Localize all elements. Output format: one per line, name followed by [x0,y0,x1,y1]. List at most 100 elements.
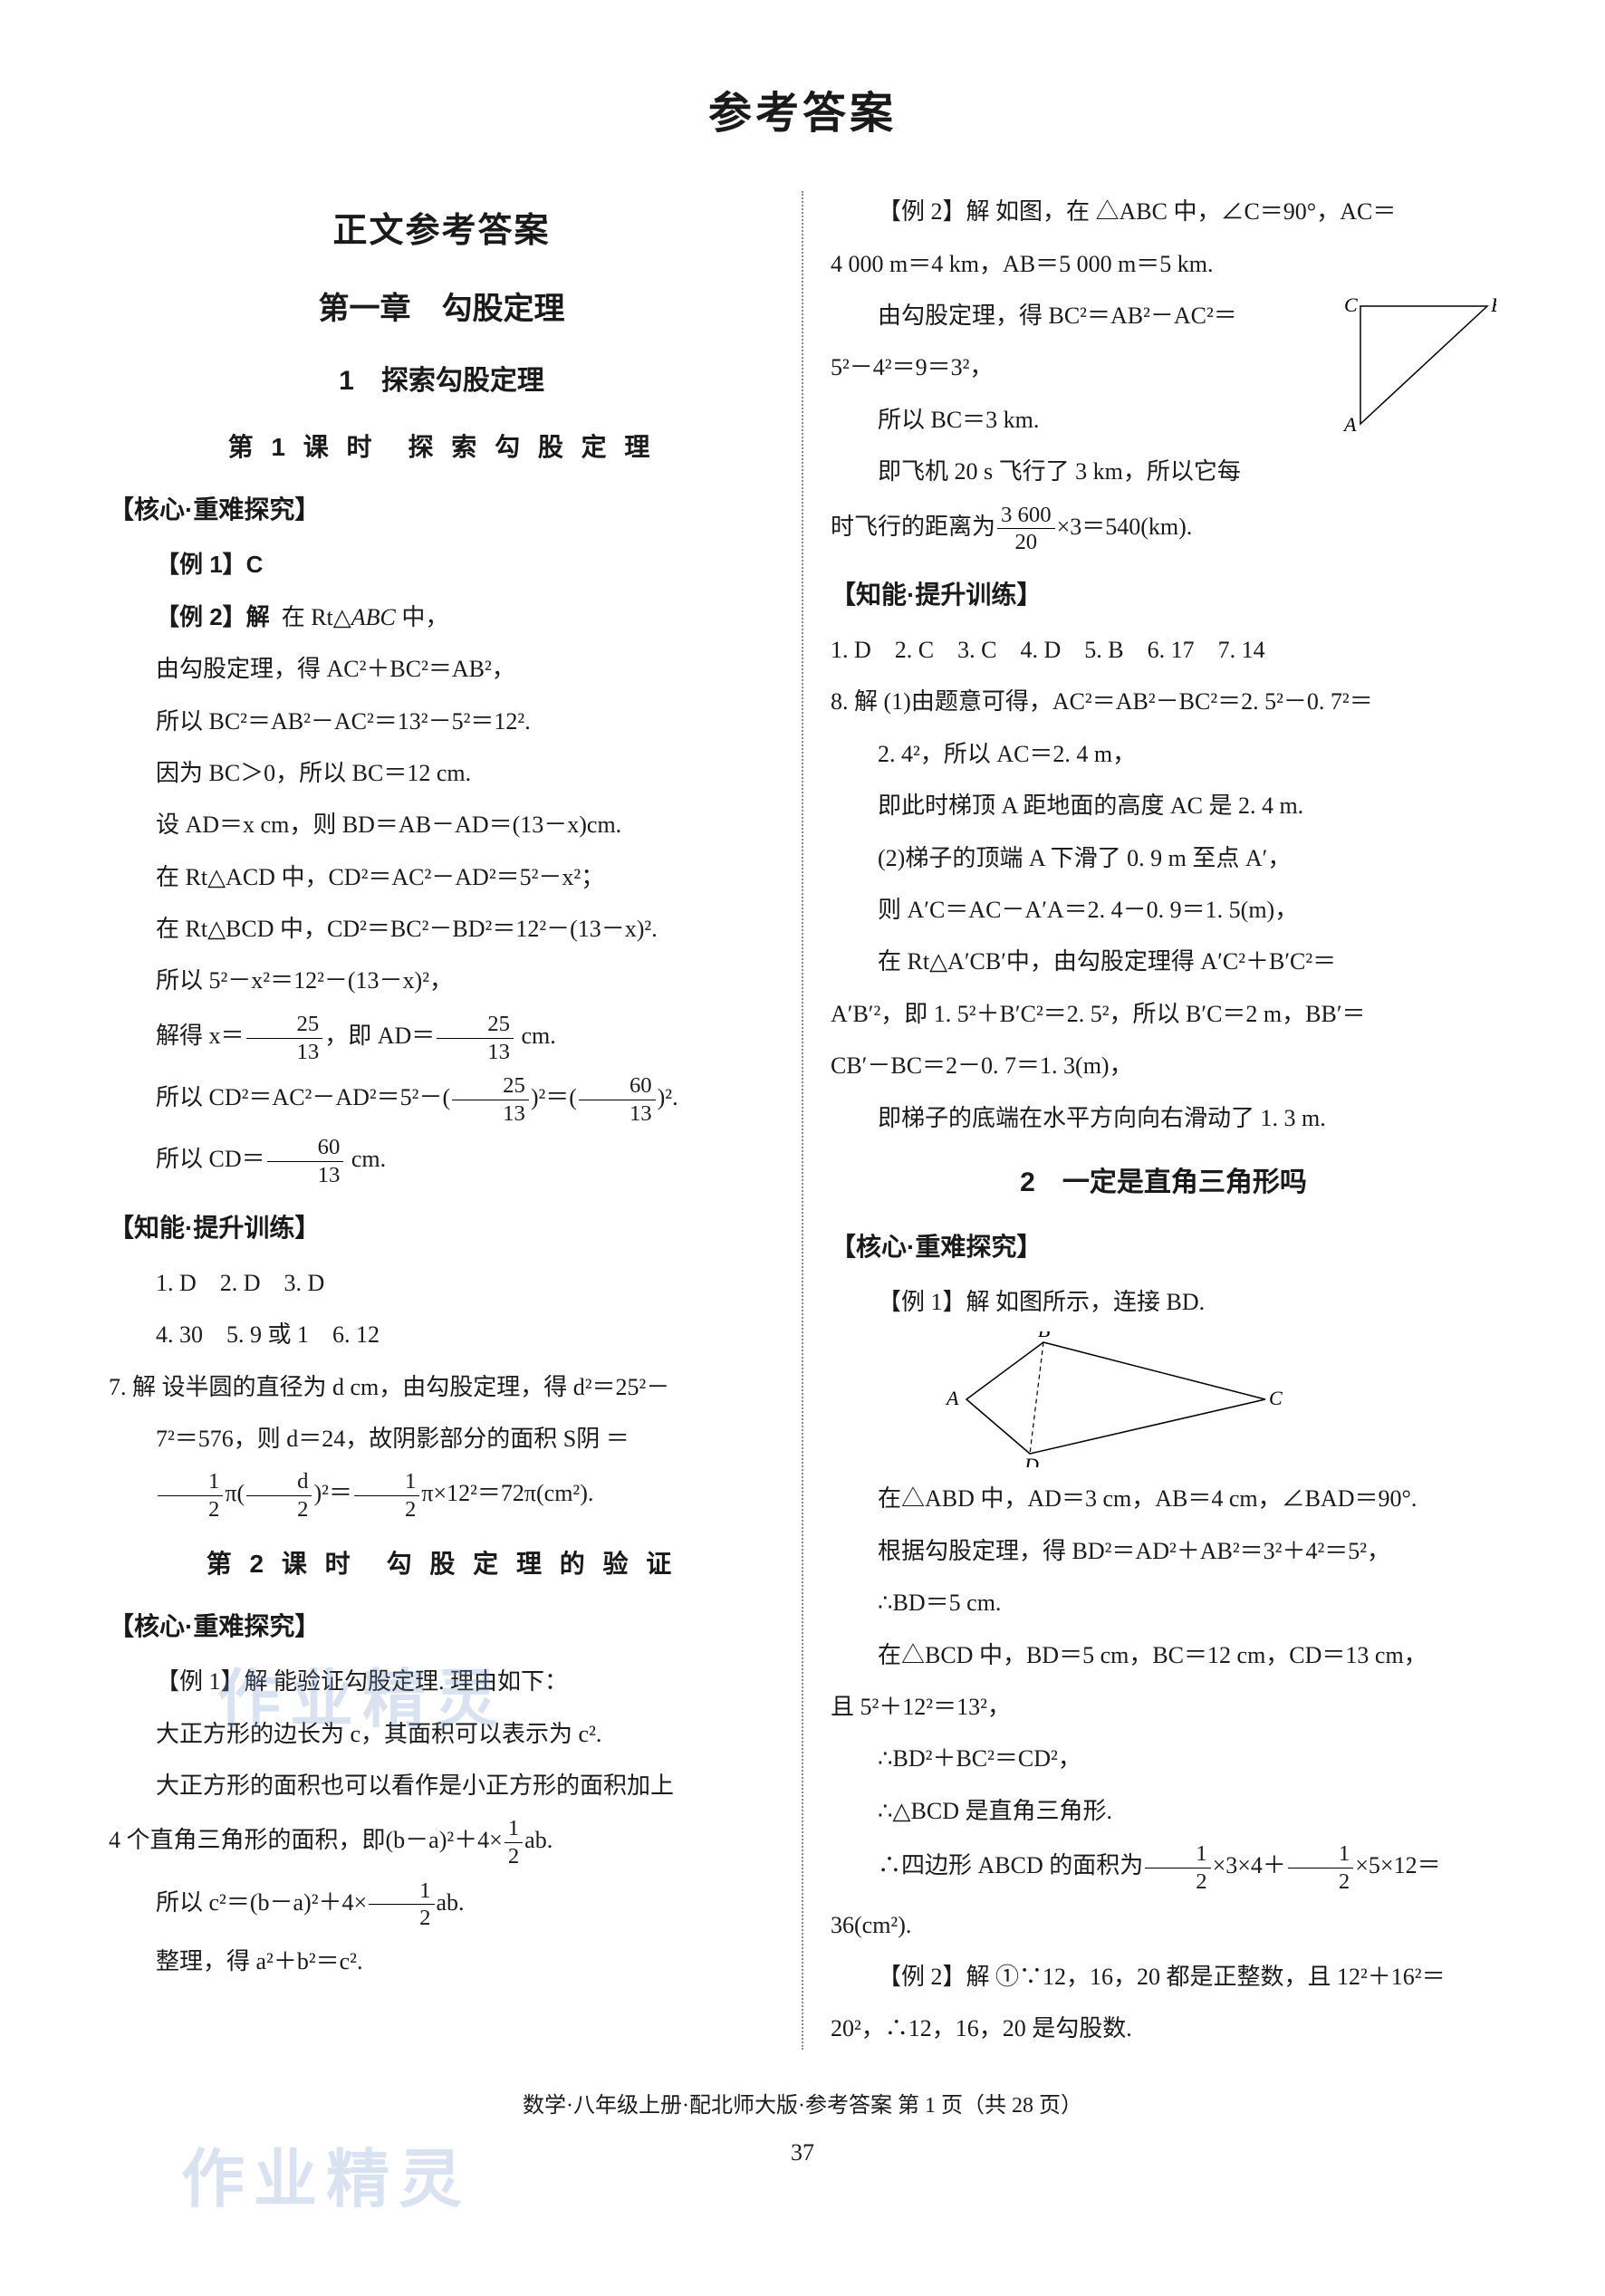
fraction: 12 [354,1468,419,1523]
text: )²＝( [531,1084,577,1110]
text: π×12²＝72π(cm²). [421,1481,593,1507]
fraction: 12 [1145,1840,1210,1895]
s2-ex2-line: 【例 2】解 ①∵12，16，20 都是正整数，且 12²＋16²＝ [831,1955,1496,1999]
answers-row: 1. D 2. C 3. C 4. D 5. B 6. 17 7. 14 [831,628,1496,672]
l2-ex1-line: 【例 1】解 能验证勾股定理. 理由如下： [109,1659,774,1704]
svg-text:C: C [1269,1387,1283,1409]
right-column: 【例 2】解 如图，在 △ABC 中，∠C＝90°，AC＝ 4 000 m＝4 … [803,182,1496,2058]
example-2-line: 【例 2】解 【例 2】解 在 Rt△ABC 中，在 Rt△ABC 中， [109,595,774,639]
s2-ex1-line: 在△BCD 中，BD＝5 cm，BC＝12 cm，CD＝13 cm， [831,1633,1496,1677]
example-2-line: 设 AD＝x cm，则 BD＝AB－AD＝(13－x)cm. [109,802,774,847]
example-1-text: 【例 1】C [156,551,263,578]
svg-text:D: D [1024,1454,1039,1467]
q8-line: 8. 解 (1)由题意可得，AC²＝AB²－BC²＝2. 5²－0. 7²＝ [831,679,1496,724]
r-ex2-line: 时飞行的距离为3 60020×3＝540(km). [831,502,1496,556]
text: cm. [515,1023,556,1049]
text: 时飞行的距离为 [831,514,995,540]
s2-ex1-line: 36(cm²). [831,1903,1496,1947]
example-2-line: 所以 5²－x²＝12²－(13－x)²， [109,958,774,1003]
fraction: 2513 [437,1011,514,1065]
example-2-line: 所以 CD²＝AC²－AD²＝5²－(2513)²＝(6013)². [109,1072,774,1127]
heading-chapter: 第一章 勾股定理 [109,280,774,339]
q7-line: 7²＝576，则 d＝24，故阴影部分的面积 S阴 ＝ [109,1417,774,1461]
core-heading: 【核心·重难探究】 [109,485,774,533]
text: 所以 c²＝(b－a)²＋4× [156,1889,367,1916]
fraction: d2 [246,1468,312,1523]
triangle-diagram: A B C [1342,297,1496,433]
s2-ex1-line: 【例 1】解 如图所示，连接 BD. [831,1280,1496,1324]
text: π( [225,1481,245,1507]
s2-ex1-line: ∴四边形 ABCD 的面积为12×3×4＋12×5×12＝ [831,1840,1496,1895]
q8-line: A′B′²，即 1. 5²＋B′C²＝2. 5²，所以 B′C＝2 m，BB′＝ [831,992,1496,1036]
answers-row: 4. 30 5. 9 或 1 6. 12 [156,1312,774,1357]
skill-heading: 【知能·提升训练】 [109,1204,774,1252]
heading-section-2: 2 一定是直角三角形吗 [831,1157,1496,1208]
s2-ex1-line: ∴BD＝5 cm. [831,1580,1496,1625]
fraction: 3 60020 [997,502,1055,556]
heading-lesson-2: 第 2 课 时 勾 股 定 理 的 验 证 [109,1540,774,1588]
fraction: 2513 [246,1011,323,1065]
example-2-line: 由勾股定理，得 AC²＋BC²＝AB²， [109,647,774,691]
s2-ex1-line: ∴BD²＋BC²＝CD²， [831,1736,1496,1781]
q8-line: CB′－BC＝2－0. 7＝1. 3(m)， [831,1043,1496,1088]
text: 4 个直角三角形的面积，即(b－a)²＋4× [109,1827,503,1853]
svg-text:A: A [945,1387,959,1409]
l2-ex1-line: 整理，得 a²＋b²＝c². [109,1939,774,1984]
heading-main: 正文参考答案 [109,198,774,264]
fraction: 2513 [452,1072,529,1127]
s2-ex1-line: ∴△BCD 是直角三角形. [831,1789,1496,1833]
q7-line: 7. 解 设半圆的直径为 d cm，由勾股定理，得 d²＝25²－ [109,1365,774,1409]
text: 所以 CD＝ [156,1147,265,1173]
text: 解得 x＝ [156,1023,245,1049]
heading-section-1: 1 探索勾股定理 [109,355,774,407]
s2-ex1-line: 根据勾股定理，得 BD²＝AD²＋AB²＝3²＋4²＝5²， [831,1529,1496,1573]
example-2-line: 所以 CD＝6013 cm. [109,1134,774,1188]
q7-line: 12π(d2)²＝12π×12²＝72π(cm²). [109,1468,774,1523]
q8-line: 则 A′C＝AC－A′A＝2. 4－0. 9＝1. 5(m)， [831,888,1496,932]
example-2-line: 在 Rt△BCD 中，CD²＝BC²－BD²＝12²－(13－x)². [109,907,774,951]
text: ×3×4＋ [1213,1852,1286,1878]
svg-text:B: B [1491,297,1496,316]
fraction: 12 [158,1468,223,1523]
text: ab. [437,1889,465,1916]
s2-ex2-line: 20²，∴12，16，20 是勾股数. [831,2006,1496,2051]
l2-ex1-line: 所以 c²＝(b－a)²＋4×12ab. [109,1878,774,1932]
text: ×3＝540(km). [1057,514,1193,540]
q8-line: 即此时梯顶 A 距地面的高度 AC 是 2. 4 m. [831,783,1496,828]
l2-ex1-line: 大正方形的面积也可以看作是小正方形的面积加上 [109,1763,774,1808]
s2-ex1-line: 在△ABD 中，AD＝3 cm，AB＝4 cm，∠BAD＝90°. [831,1476,1496,1521]
fraction: 12 [1288,1840,1353,1895]
skill-heading-r: 【知能·提升训练】 [831,571,1496,619]
text: 所以 CD²＝AC²－AD²＝5²－( [156,1084,450,1110]
q8-line: (2)梯子的顶端 A 下滑了 0. 9 m 至点 A′， [831,836,1496,880]
core-heading-2: 【核心·重难探究】 [109,1602,774,1650]
fraction: 12 [369,1878,434,1932]
example-2-line: 因为 BC＞0，所以 BC＝12 cm. [109,751,774,795]
heading-lesson-1: 第 1 课 时 探 索 勾 股 定 理 [109,423,774,471]
kite-diagram: A B C D [939,1331,1283,1467]
page-number: 37 [109,2130,1496,2175]
fraction: 6013 [579,1072,656,1127]
text: ×5×12＝ [1355,1852,1440,1878]
example-2-line: 在 Rt△ACD 中，CD²＝AC²－AD²＝5²－x²； [109,855,774,899]
left-column: 正文参考答案 第一章 勾股定理 1 探索勾股定理 第 1 课 时 探 索 勾 股… [109,182,802,2058]
page-title: 参考答案 [109,72,1496,155]
content-columns: 作业精灵 作业精灵 正文参考答案 第一章 勾股定理 1 探索勾股定理 第 1 课… [109,182,1496,2058]
svg-text:B: B [1038,1331,1050,1341]
fraction: 12 [505,1815,523,1869]
text: ab. [524,1827,553,1853]
r-ex2-line: 【例 2】解 如图，在 △ABC 中，∠C＝90°，AC＝ [831,189,1496,234]
svg-text:C: C [1344,297,1358,316]
core-heading-r: 【核心·重难探究】 [831,1223,1496,1271]
example-1: 【例 1】C [109,543,774,587]
text: )²＝ [313,1481,351,1507]
s2-ex1-line: 且 5²＋12²＝13²， [831,1685,1496,1729]
q8-line: 2. 4²，所以 AC＝2. 4 m， [831,732,1496,776]
l2-ex1-line: 大正方形的边长为 c，其面积可以表示为 c². [109,1712,774,1756]
answers-row: 1. D 2. D 3. D [156,1261,774,1305]
page-footer: 数学·八年级上册·配北师大版·参考答案 第 1 页（共 28 页） [109,2086,1496,2128]
example-2-line: 解得 x＝2513，即 AD＝2513 cm. [109,1011,774,1065]
text: ∴四边形 ABCD 的面积为 [878,1852,1143,1878]
text: )². [658,1084,678,1110]
r-ex2-line: 4 000 m＝4 km，AB＝5 000 m＝5 km. [831,242,1496,286]
